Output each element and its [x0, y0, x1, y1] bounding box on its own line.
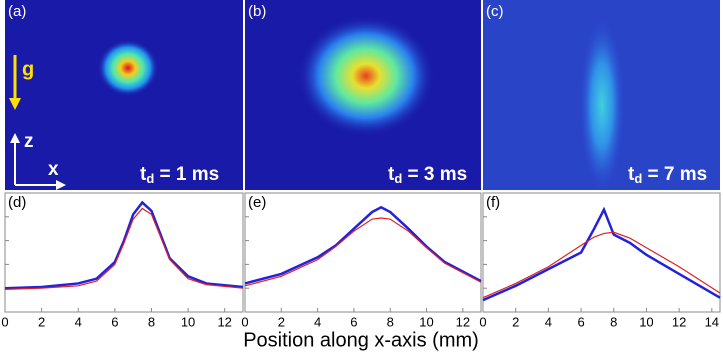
- cloud-a: [98, 40, 158, 96]
- x-tick-label: 0: [1, 314, 8, 329]
- panel-label: (f): [486, 194, 500, 211]
- panel-label: (d): [8, 194, 26, 211]
- panel-label: (c): [486, 3, 504, 20]
- image-panels: (a) (b) (c) g z x td = 1 ms td = 3 ms td…: [5, 0, 720, 190]
- x-tick-label: 4: [75, 314, 82, 329]
- x-tick-label: 12: [217, 314, 231, 329]
- data-line: [244, 217, 482, 287]
- x-tick-label: 4: [545, 314, 552, 329]
- x-tick-label: 8: [387, 314, 394, 329]
- cloud-c: [580, 20, 624, 190]
- x-tick-label: 6: [111, 314, 118, 329]
- t: t: [388, 164, 395, 185]
- x-label: x: [48, 159, 59, 180]
- x-tick-label: 8: [148, 314, 155, 329]
- x-tick-label: 6: [577, 314, 584, 329]
- time-label: td = 3 ms: [388, 164, 467, 186]
- x-axis-title: Position along x-axis (mm): [243, 329, 479, 351]
- x-tick-label: 2: [512, 314, 519, 329]
- z-label: z: [24, 131, 34, 152]
- plot-frame: [482, 192, 721, 313]
- x-tick-label: 12: [672, 314, 686, 329]
- panel-label: (a): [8, 3, 26, 20]
- x-arrowhead: [56, 180, 66, 190]
- gravity-label: g: [22, 58, 34, 80]
- x-tick-label: 4: [314, 314, 321, 329]
- sub: d: [634, 171, 642, 186]
- t: t: [140, 164, 147, 185]
- data-line: [482, 206, 721, 302]
- data-line: [244, 205, 482, 285]
- plot-frame: [4, 192, 244, 313]
- plot-frame: [244, 192, 482, 313]
- time-label: td = 7 ms: [628, 164, 707, 186]
- val: = 7 ms: [642, 164, 707, 185]
- t: t: [628, 164, 635, 185]
- x-tick-label: 12: [456, 314, 470, 329]
- x-tick-label: 6: [350, 314, 357, 329]
- x-tick-label: 2: [278, 314, 285, 329]
- x-tick-label: 10: [639, 314, 653, 329]
- val: = 1 ms: [154, 164, 219, 185]
- sub: d: [146, 171, 154, 186]
- x-tick-label: 0: [241, 314, 248, 329]
- cloud-b: [298, 16, 434, 136]
- sub: d: [394, 171, 402, 186]
- x-tick-label: 0: [479, 314, 486, 329]
- panel-label: (e): [248, 194, 266, 211]
- time-label: td = 1 ms: [140, 164, 219, 186]
- z-arrowhead: [10, 133, 20, 143]
- data-line: [4, 207, 244, 290]
- panel-label: (b): [248, 3, 266, 20]
- x-tick-label: 14: [705, 314, 719, 329]
- val: = 3 ms: [402, 164, 467, 185]
- x-tick-label: 2: [38, 314, 45, 329]
- data-line: [482, 231, 721, 299]
- gravity-arrowhead: [9, 98, 21, 110]
- x-tick-label: 10: [181, 314, 195, 329]
- x-tick-label: 8: [610, 314, 617, 329]
- data-line: [4, 200, 244, 290]
- x-tick-label: 10: [419, 314, 433, 329]
